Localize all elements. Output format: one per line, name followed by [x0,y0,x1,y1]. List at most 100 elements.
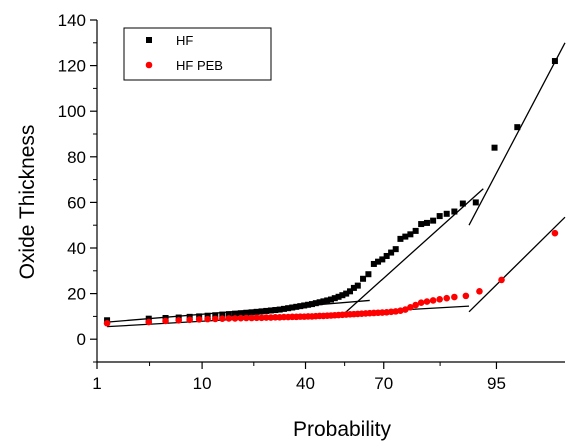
y-tick-label: 20 [67,285,86,304]
hf-point [491,144,498,151]
legend-marker-hf-peb [145,61,153,69]
hf-point [379,256,386,263]
hf-point [397,235,404,242]
hf-point [324,297,331,304]
hf-peb-point [225,315,233,322]
hf-peb-point [412,301,419,309]
hf-point [430,217,437,224]
fit-line [468,216,566,313]
plot-frame [96,20,565,363]
hf-point [308,301,315,308]
hf-peb-point [237,314,245,322]
x-tick-label: 1 [92,374,101,393]
y-tick-label: 40 [67,239,86,258]
hf-point [347,288,354,295]
hf-peb-point [253,314,260,322]
x-axis-title: Probability [293,418,392,441]
hf-point [248,309,255,316]
y-tick-label: 60 [67,193,86,212]
legend-label-hf-peb: HF PEB [176,58,223,73]
hf-point [360,275,367,282]
hf-point [305,301,312,308]
legend-label-hf: HF [176,33,193,48]
hf-point [343,290,350,297]
hf-peb-point [145,318,153,326]
hf-point [451,208,458,215]
hf-peb-point [498,276,505,284]
hf-point [472,199,479,206]
hf-point [443,210,450,217]
hf-point [301,302,308,309]
legend: HF HF PEB [123,27,272,81]
hf-peb-point [417,299,425,307]
hf-point [272,307,279,314]
hf-point [320,298,327,305]
hf-point [388,249,395,256]
hf-point [354,282,361,289]
hf-peb-point [248,314,255,322]
x-axis-ticks: 1 10 40 70 95 [92,362,506,393]
hf-peb-point [219,315,226,322]
hf-point [551,58,558,65]
x-tick-label: 95 [487,374,506,393]
hf-peb-point [175,316,183,324]
hf-point [459,200,466,207]
hf-peb-point [476,288,483,295]
hf-peb-point [462,292,470,300]
hf-peb-point [551,229,559,237]
hf-point [225,311,232,318]
fit-line [468,42,566,226]
hf-peb-point [262,314,270,321]
hf-point [267,307,274,314]
hf-peb-point [204,315,211,323]
hf-point [219,311,226,318]
hf-peb-point [443,294,451,302]
hf-point [145,315,152,322]
hf-peb-point [231,315,239,322]
hf-point [285,305,292,312]
hf-point [316,299,323,306]
y-tick-label: 0 [77,330,86,349]
y-axis-title: Oxide Thickness [16,125,39,280]
hf-point [312,300,319,307]
hf-point [407,231,414,238]
hf-peb-point [436,296,443,303]
hf-point [243,309,250,316]
hf-point [339,292,346,299]
data-points [103,58,559,327]
legend-box [123,27,272,81]
hf-point [280,305,287,312]
hf-peb-point [211,315,219,323]
hf-point [276,306,283,313]
hf-point [423,219,430,226]
hf-point [514,124,521,131]
hf-point [392,246,399,253]
hf-point [293,303,300,310]
hf-peb-point [186,316,193,324]
hf-peb-point [407,303,414,311]
hf-point [370,260,377,267]
hf-point [375,258,382,265]
hf-point [418,221,425,228]
hf-point [331,295,338,302]
y-tick-label: 100 [58,102,86,121]
hf-peb-point [162,317,169,325]
hf-point [258,308,265,315]
hf-point [328,296,334,303]
hf-peb-point [258,314,265,322]
hf-point [383,252,390,259]
hf-point [263,307,270,314]
hf-point [350,284,357,291]
hf-point [232,310,239,317]
x-tick-label: 70 [374,374,393,393]
hf-peb-point [423,298,431,305]
y-tick-label: 140 [58,11,86,30]
x-tick-label: 40 [296,374,315,393]
y-tick-label: 120 [58,57,86,76]
hf-point [297,303,304,310]
hf-point [237,310,244,317]
hf-peb-point [243,314,250,322]
hf-peb-point [103,319,111,327]
hf-point [212,312,219,319]
